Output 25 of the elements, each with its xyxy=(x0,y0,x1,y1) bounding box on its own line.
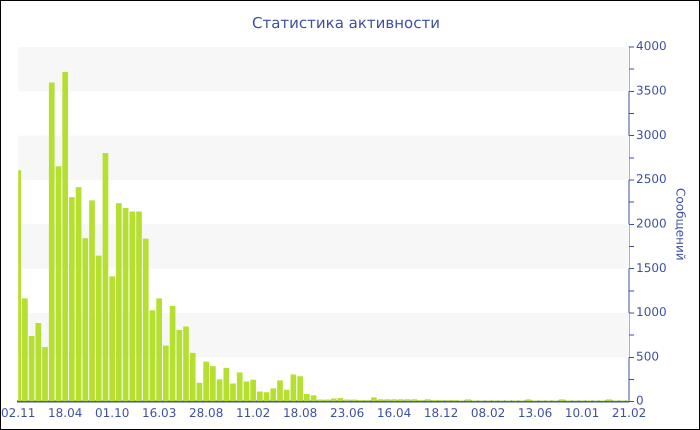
x-tick-label: 18.12 xyxy=(424,406,458,420)
y-tick-label: 0 xyxy=(636,394,644,408)
y-tick-label: 3500 xyxy=(636,83,667,98)
y-tick-label: 1000 xyxy=(636,305,667,320)
x-tick-label: 23.06 xyxy=(330,406,364,420)
y-tick-label: 1500 xyxy=(636,260,667,275)
x-tick-label: 01.10 xyxy=(94,406,130,420)
y-tick-label: 500 xyxy=(636,349,659,364)
x-tick-label: 02.11 xyxy=(0,406,36,420)
y-tick-label: 4000 xyxy=(636,39,667,54)
x-tick-label: 28.08 xyxy=(188,406,224,420)
x-tick-label: 11.02 xyxy=(236,406,270,420)
y-tick-label: 2000 xyxy=(636,216,667,230)
y-tick-label: 3000 xyxy=(636,128,667,142)
x-tick-label: 21.02 xyxy=(612,406,646,420)
x-tick-label: 16.04 xyxy=(376,406,412,420)
y-axis-title: Сообщений xyxy=(674,188,688,261)
x-tick-label: 18.04 xyxy=(48,406,82,420)
x-tick-label: 16.03 xyxy=(142,406,176,420)
x-tick-label: 10.01 xyxy=(564,406,600,420)
chart-title: Статистика активности xyxy=(252,14,440,32)
x-tick-label: 08.02 xyxy=(470,406,506,420)
x-tick-label: 18.08 xyxy=(282,406,318,420)
x-tick-label: 13.06 xyxy=(518,406,552,420)
y-tick-label: 2500 xyxy=(636,172,667,186)
